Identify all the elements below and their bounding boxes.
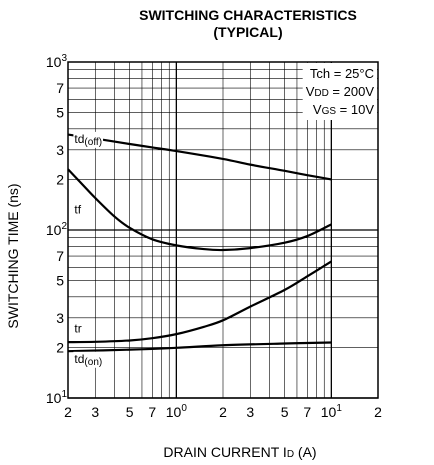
series-line-tr: [67, 260, 332, 344]
y-tick-label: 103: [46, 53, 68, 70]
series-label-background: [73, 202, 83, 217]
condition-line: VDD = 200V: [306, 84, 375, 99]
x-tick-label: 100: [166, 403, 188, 420]
series-label-td(on): td(on): [74, 352, 102, 368]
y-tick-label: 102: [46, 221, 68, 238]
y-tick-label: 5: [56, 105, 64, 121]
series-label-background: [73, 351, 104, 368]
y-tick-label: 7: [56, 80, 64, 96]
x-tick-label: 101: [321, 403, 343, 420]
y-tick-label: 7: [56, 248, 64, 264]
condition-line: VGS = 10V: [313, 102, 374, 117]
x-tick-label: 7: [148, 404, 156, 420]
x-tick-label: 3: [91, 404, 99, 420]
y-tick-label: 2: [56, 339, 64, 355]
chart-subtitle: (TYPICAL): [213, 24, 282, 40]
x-axis-label-group: DRAIN CURRENT ID (A): [163, 444, 316, 460]
series-line-td(off): [67, 133, 332, 181]
x-tick-label: 2: [64, 404, 72, 420]
x-tick-label: 5: [281, 404, 289, 420]
series-label-background: [73, 321, 83, 336]
x-tick-label: 2: [374, 404, 382, 420]
y-tick-label: 2: [56, 171, 64, 187]
series-line-tf: [67, 168, 332, 252]
y-tick-label: 101: [46, 389, 68, 406]
series-label-td(off): td(off): [74, 132, 102, 148]
test-conditions: Tch = 25°C VDD = 200V VGS = 10V: [302, 63, 377, 120]
grid: [67, 61, 379, 399]
curves: td(off) tf tr td(on): [67, 131, 332, 368]
series-label-tr: tr: [74, 322, 81, 336]
x-tick-label: 3: [246, 404, 254, 420]
y-tick-label: 3: [56, 142, 64, 158]
series-label-background: [73, 131, 104, 148]
y-tick-label: 3: [56, 310, 64, 326]
condition-line: Tch = 25°C: [310, 66, 374, 81]
y-tick-label: 5: [56, 273, 64, 289]
series-line-td(on): [67, 341, 332, 353]
chart-title: SWITCHING CHARACTERISTICS: [139, 7, 357, 23]
y-axis-label: SWITCHING TIME (ns): [5, 183, 21, 328]
plot-frame: [67, 61, 379, 399]
series-label-tf: tf: [74, 203, 81, 217]
x-tick-label: 7: [303, 404, 311, 420]
conditions-background: [302, 63, 377, 120]
x-tick-label: 2: [219, 404, 227, 420]
x-tick-label: 5: [126, 404, 134, 420]
x-axis-label: DRAIN CURRENT ID (A): [163, 444, 316, 460]
